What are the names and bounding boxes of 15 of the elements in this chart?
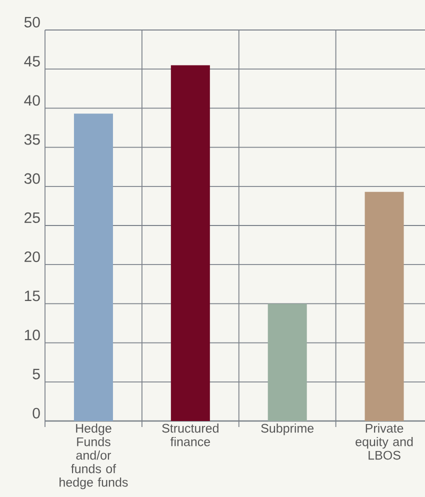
y-tick-label: 35 (24, 134, 40, 145)
x-tick-label: Hedge Funds and/or funds of hedge funds (60, 424, 128, 490)
y-tick-label: 25 (24, 212, 40, 223)
y-tick-label: 0 (32, 408, 40, 418)
y-tick-label: 15 (24, 290, 40, 302)
y-tick-label: 5 (32, 368, 40, 380)
y-tick-label: 20 (24, 251, 40, 262)
y-tick-label: 10 (24, 330, 40, 340)
y-tick-label: 45 (24, 56, 40, 67)
x-tick-label: Private equity and LBOS (356, 424, 413, 460)
x-tick-label: Subprime (261, 424, 314, 436)
y-tick-label: 30 (24, 173, 40, 184)
y-tick-label: 50 (24, 16, 40, 28)
x-tick-label: Structured finance (162, 424, 218, 446)
y-tick-label: 40 (24, 95, 40, 106)
